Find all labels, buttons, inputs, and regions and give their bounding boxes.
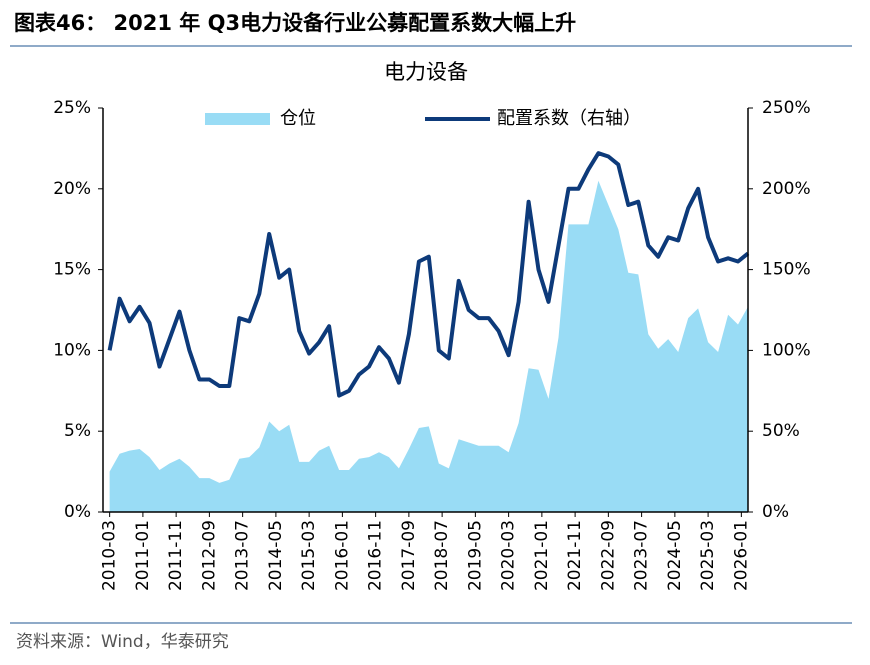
x-tick-label: 2021-11 xyxy=(565,520,585,591)
y2-tick-label: 150% xyxy=(762,260,811,280)
area xyxy=(109,180,749,512)
x-tick-label: 2018-07 xyxy=(432,520,452,591)
x-tick-label: 2024-05 xyxy=(665,520,685,591)
x-tick-label: 2020-03 xyxy=(499,520,519,591)
x-tick-label: 2022-09 xyxy=(598,520,618,591)
y-tick-label: 20% xyxy=(53,179,91,199)
source: 资料来源：Wind，华泰研究 xyxy=(16,632,229,652)
y-tick-label: 10% xyxy=(53,340,91,360)
y-tick-label: 25% xyxy=(53,98,91,118)
x-tick-label: 2016-01 xyxy=(332,520,352,591)
y-tick-label: 0% xyxy=(64,502,91,522)
x-tick-label: 2023-07 xyxy=(632,520,652,591)
x-tick-label: 2010-03 xyxy=(100,520,120,591)
x-tick-label: 2012-09 xyxy=(199,520,219,591)
figure-caption: 图表46： 2021 年 Q3电力设备行业公募配置系数大幅上升 xyxy=(14,11,576,35)
x-tick-label: 2017-09 xyxy=(399,520,419,591)
legend-swatch xyxy=(205,113,270,125)
y2-tick-label: 200% xyxy=(762,179,811,199)
y-tick-label: 15% xyxy=(53,260,91,280)
x-tick-label: 2011-11 xyxy=(166,520,186,591)
line xyxy=(107,151,750,398)
x-tick-label: 2014-05 xyxy=(266,520,286,591)
legend-label: 仓位 xyxy=(280,108,316,129)
x-tick-label: 2025-03 xyxy=(698,520,718,591)
x-tick-label: 2021-01 xyxy=(532,520,552,591)
x-tick-label: 2026-01 xyxy=(731,520,751,591)
y2-tick-label: 250% xyxy=(762,98,811,118)
x-tick-label: 2011-01 xyxy=(133,520,153,591)
x-tick-label: 2013-07 xyxy=(233,520,253,591)
chart-title: 电力设备 xyxy=(384,60,468,84)
y2-tick-label: 100% xyxy=(762,340,811,360)
x-tick-label: 2016-11 xyxy=(366,520,386,591)
y-tick-label: 5% xyxy=(64,421,91,441)
x-tick-label: 2015-03 xyxy=(299,520,319,591)
x-tick-label: 2019-05 xyxy=(465,520,485,591)
y2-tick-label: 50% xyxy=(762,421,800,441)
legend-label: 配置系数（右轴） xyxy=(497,108,641,129)
y2-tick-label: 0% xyxy=(762,502,789,522)
plot-area xyxy=(107,151,750,512)
